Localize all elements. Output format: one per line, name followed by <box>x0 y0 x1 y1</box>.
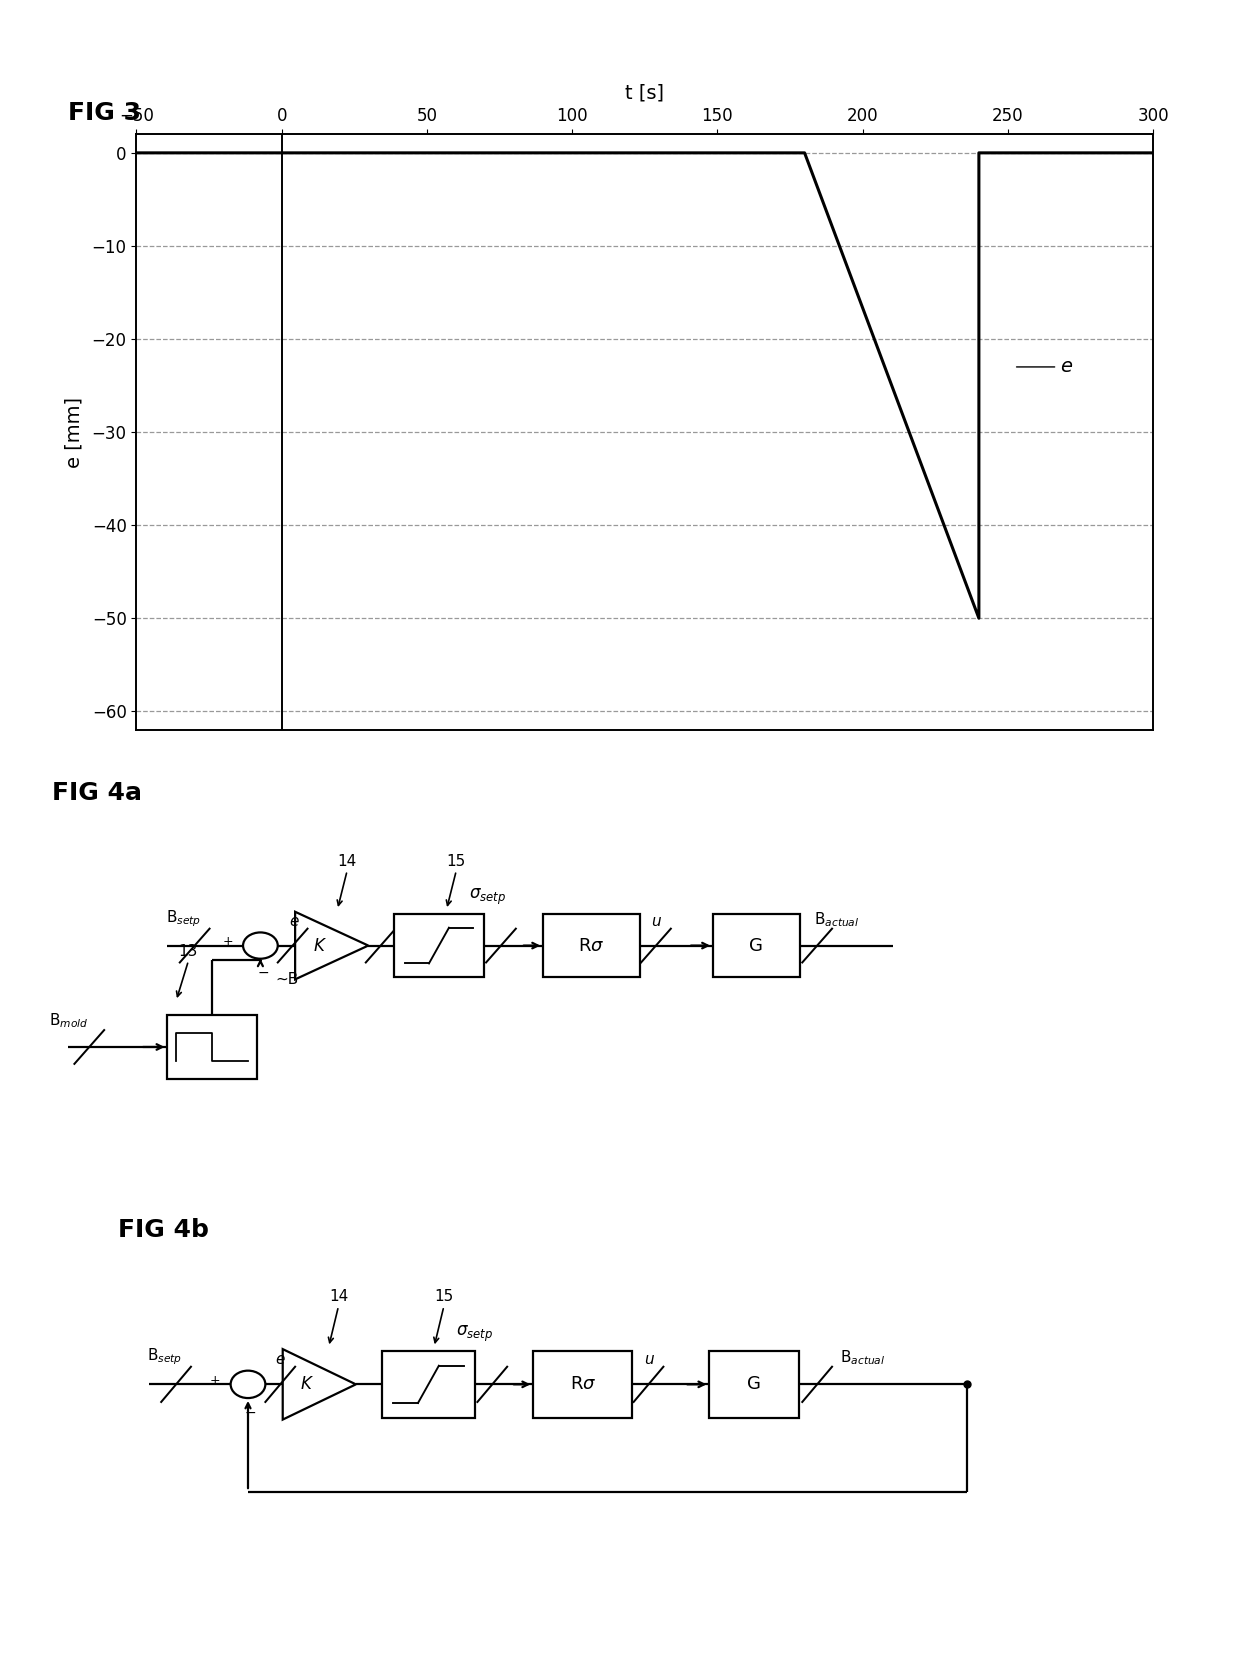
Text: 13: 13 <box>179 943 198 958</box>
Text: 14: 14 <box>337 854 357 869</box>
Text: B$_{actual}$: B$_{actual}$ <box>841 1347 885 1366</box>
Bar <box>713 913 800 978</box>
Text: G: G <box>749 936 764 955</box>
Text: e: e <box>1017 357 1073 376</box>
Text: B$_{actual}$: B$_{actual}$ <box>815 909 859 928</box>
Text: +: + <box>222 935 233 948</box>
Bar <box>543 913 640 978</box>
Text: FIG 3: FIG 3 <box>68 101 141 124</box>
Text: B$_{setp}$: B$_{setp}$ <box>166 908 201 928</box>
Text: K: K <box>300 1376 311 1393</box>
X-axis label: t [s]: t [s] <box>625 84 665 102</box>
Bar <box>167 1015 257 1079</box>
Text: K: K <box>312 936 324 955</box>
Text: FIG 4a: FIG 4a <box>52 782 143 805</box>
Text: R$\sigma$: R$\sigma$ <box>569 1376 596 1393</box>
Text: 14: 14 <box>329 1289 348 1304</box>
Text: 15: 15 <box>434 1289 454 1304</box>
Text: FIG 4b: FIG 4b <box>118 1218 208 1242</box>
Text: u: u <box>651 915 661 928</box>
Text: B$_{setp}$: B$_{setp}$ <box>148 1346 182 1366</box>
Text: $\sigma_{setp}$: $\sigma_{setp}$ <box>456 1324 494 1344</box>
Bar <box>709 1351 799 1418</box>
Text: B$_{mold}$: B$_{mold}$ <box>48 1012 88 1030</box>
Text: R$\sigma$: R$\sigma$ <box>578 936 605 955</box>
Text: $\sigma_{setp}$: $\sigma_{setp}$ <box>469 886 506 906</box>
Text: 15: 15 <box>446 854 466 869</box>
Text: G: G <box>746 1376 761 1393</box>
Text: u: u <box>644 1352 653 1366</box>
Text: −: − <box>257 967 269 980</box>
Bar <box>382 1351 475 1418</box>
Text: e: e <box>275 1352 285 1366</box>
Bar <box>533 1351 632 1418</box>
Text: −: − <box>244 1406 257 1420</box>
Text: ~B: ~B <box>275 972 299 987</box>
Y-axis label: e [mm]: e [mm] <box>64 396 83 468</box>
Text: e: e <box>289 915 299 928</box>
Text: +: + <box>210 1374 221 1388</box>
Bar <box>394 913 484 978</box>
